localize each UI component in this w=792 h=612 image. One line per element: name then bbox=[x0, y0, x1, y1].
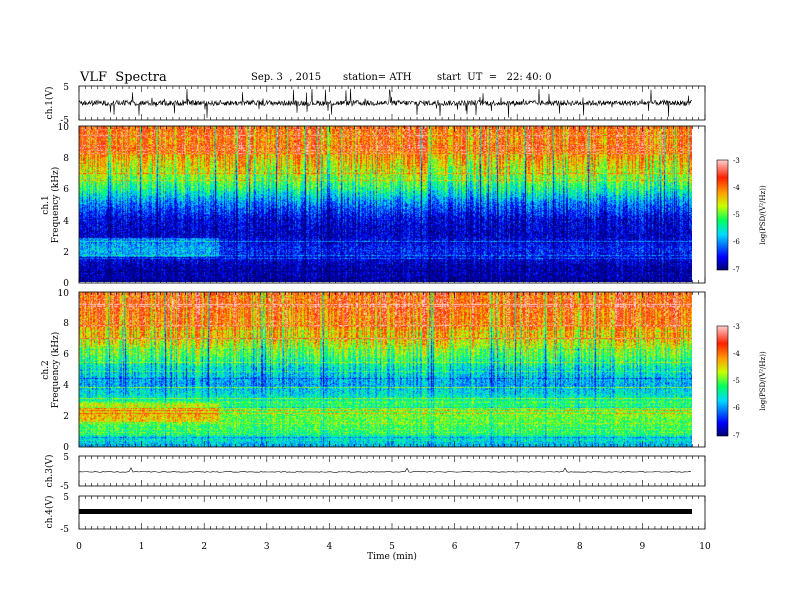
ch3-ytick-top: 5 bbox=[63, 453, 69, 463]
ch2-colorbar-tick-m4: -4 bbox=[733, 350, 740, 358]
ch2-colorbar-tick-m5: -5 bbox=[733, 377, 740, 385]
x-tick-label-4: 4 bbox=[327, 542, 333, 552]
ch2-spec-ylabel-channel: ch.2 bbox=[41, 360, 51, 379]
ch1-spec-ytick-2: 2 bbox=[63, 248, 69, 258]
x-tick-label-5: 5 bbox=[389, 542, 395, 552]
ch2-spectrogram-frame bbox=[78, 291, 706, 448]
ch2-colorbar-tick-m6: -6 bbox=[733, 404, 740, 412]
ch2-spec-ytick-4: 4 bbox=[63, 381, 69, 391]
ch1-spec-ytick-6: 6 bbox=[63, 185, 69, 195]
x-tick-label-0: 0 bbox=[76, 542, 82, 552]
ch2-spec-ylabel-frequency: Frequency (kHz) bbox=[50, 332, 61, 409]
ch4-ytick-top: 5 bbox=[63, 493, 69, 503]
ch1-colorbar bbox=[716, 159, 729, 271]
ch3-waveform-ylabel: ch.3(V) bbox=[44, 455, 55, 488]
x-tick-label-2: 2 bbox=[201, 542, 207, 552]
ch2-colorbar-tick-m3: -3 bbox=[733, 323, 740, 331]
ch1-colorbar-label: log(PSD/(V²/Hz)) bbox=[759, 185, 767, 245]
ch1-spec-ytick-4: 4 bbox=[63, 217, 69, 227]
date-label: Sep. 3 , 2015 bbox=[251, 72, 322, 83]
ch2-spec-ytick-0: 0 bbox=[63, 443, 69, 453]
ch1-spectrogram-image bbox=[79, 126, 692, 282]
ch3-waveform-trace bbox=[78, 467, 692, 473]
ch1-ytick-top: 5 bbox=[63, 83, 69, 93]
x-tick-label-3: 3 bbox=[264, 542, 270, 552]
ch1-spec-ytick-10: 10 bbox=[58, 123, 70, 133]
ch1-colorbar-tick-m7: -7 bbox=[733, 266, 740, 274]
x-axis-label: Time (min) bbox=[367, 551, 417, 562]
ch1-spectrogram-frame bbox=[78, 125, 706, 284]
ch3-ytick-bottom: -5 bbox=[60, 482, 69, 492]
ch1-spec-ylabel-frequency: Frequency (kHz) bbox=[50, 167, 61, 244]
ch1-ytick-bottom: -5 bbox=[60, 116, 69, 126]
start-time-label: start UT = 22: 40: 0 bbox=[437, 72, 552, 83]
x-tick-label-10: 10 bbox=[699, 542, 711, 552]
figure-title: VLF Spectra bbox=[80, 70, 167, 85]
ch2-spectrogram-image bbox=[79, 292, 692, 447]
ch1-waveform-trace bbox=[78, 88, 692, 118]
ch2-spec-ytick-6: 6 bbox=[63, 350, 69, 360]
x-tick-label-6: 6 bbox=[452, 542, 458, 552]
x-tick-label-1: 1 bbox=[139, 542, 145, 552]
ch1-waveform-ylabel: ch.1(V) bbox=[44, 87, 55, 120]
ch2-colorbar bbox=[716, 325, 729, 437]
ch2-colorbar-label: log(PSD/(V²/Hz)) bbox=[759, 351, 767, 411]
x-tick-label-9: 9 bbox=[640, 542, 646, 552]
ch4-waveform-trace bbox=[79, 509, 692, 514]
x-tick-label-8: 8 bbox=[577, 542, 583, 552]
ch2-spec-ytick-8: 8 bbox=[63, 319, 69, 329]
x-tick-label-7: 7 bbox=[514, 542, 520, 552]
ch1-spec-ytick-8: 8 bbox=[63, 154, 69, 164]
ch1-colorbar-tick-m6: -6 bbox=[733, 238, 740, 246]
ch2-spec-ytick-2: 2 bbox=[63, 412, 69, 422]
ch1-colorbar-tick-m5: -5 bbox=[733, 211, 740, 219]
ch1-colorbar-tick-m3: -3 bbox=[733, 157, 740, 165]
ch1-spec-ytick-0: 0 bbox=[63, 279, 69, 289]
station-label: station= ATH bbox=[343, 72, 412, 83]
ch1-colorbar-tick-m4: -4 bbox=[733, 184, 740, 192]
ch4-waveform-ylabel: ch.4(V) bbox=[44, 496, 55, 529]
ch4-ytick-bottom: -5 bbox=[60, 525, 69, 535]
ch2-spec-ytick-10: 10 bbox=[58, 289, 70, 299]
ch1-spec-ylabel-channel: ch.1 bbox=[41, 195, 51, 214]
x-axis-ticks bbox=[78, 86, 706, 529]
ch2-colorbar-tick-m7: -7 bbox=[733, 432, 740, 440]
